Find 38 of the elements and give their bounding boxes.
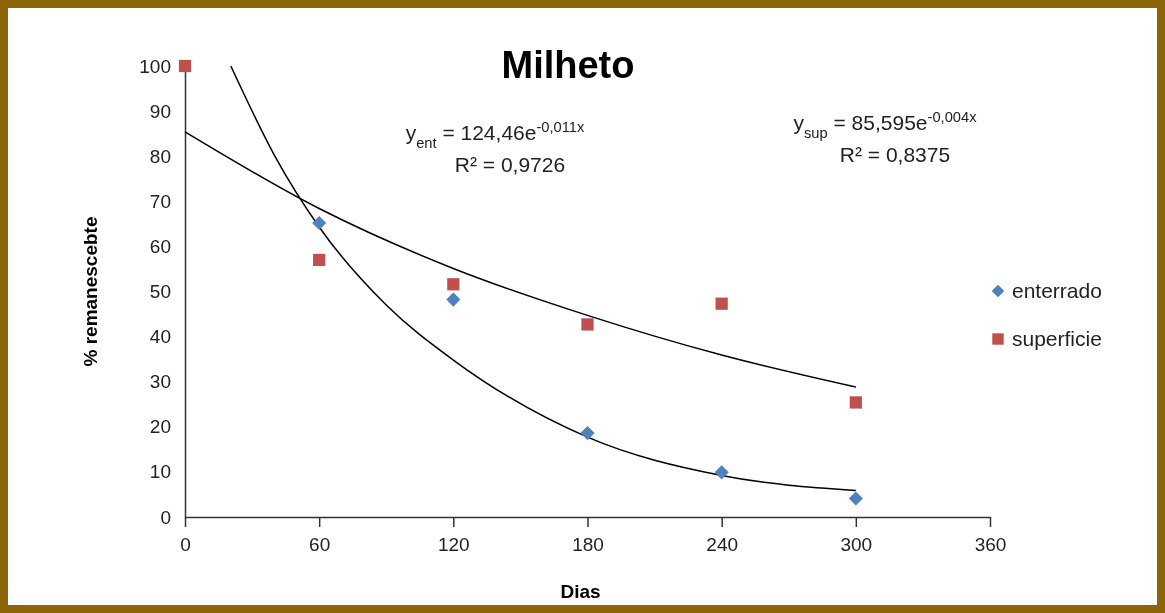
x-tick-label: 180 xyxy=(572,533,604,555)
y-tick-label: 30 xyxy=(149,371,171,393)
y-tick-label: 0 xyxy=(160,506,171,528)
x-tick-label: 300 xyxy=(840,533,873,555)
point xyxy=(178,59,192,73)
x-tick-label: 360 xyxy=(974,533,1007,555)
annotation: y$_{ent}$ = 124,46e$^{-0,011x}$ xyxy=(405,119,585,151)
y-tick-label: 10 xyxy=(149,461,171,483)
legend-label: superficie xyxy=(1012,327,1102,350)
y-tick-label: 60 xyxy=(149,235,171,257)
chart-title: Milheto xyxy=(501,44,635,86)
point xyxy=(446,292,461,307)
y-tick-label: 40 xyxy=(149,326,171,348)
point xyxy=(848,491,863,506)
x-axis-title: Dias xyxy=(560,581,601,602)
x-tick-label: 240 xyxy=(706,533,739,555)
x-tick-label: 120 xyxy=(437,533,470,555)
point xyxy=(312,215,327,231)
annotation: R² = 0,8375 xyxy=(839,143,951,166)
point xyxy=(714,465,729,480)
x-tick-label: 0 xyxy=(180,533,191,555)
point xyxy=(580,426,595,441)
y-tick-label: 70 xyxy=(149,190,171,212)
annotation: R² = 0,9726 xyxy=(454,153,566,176)
y-tick-label: 80 xyxy=(149,145,171,167)
y-tick-label: 100 xyxy=(139,55,171,77)
y-axis-title: % remanescebte xyxy=(80,216,101,367)
y-tick-label: 50 xyxy=(149,281,171,303)
point xyxy=(849,396,862,409)
annotation: y$_{sup}$ = 85,595e$^{-0,004x}$ xyxy=(793,109,978,141)
x-tick-label: 60 xyxy=(309,533,331,555)
point xyxy=(581,318,594,331)
y-tick-label: 90 xyxy=(149,100,171,122)
point xyxy=(447,278,460,291)
point xyxy=(715,297,728,310)
point xyxy=(313,253,326,267)
legend-label: enterrado xyxy=(1012,279,1102,302)
y-tick-label: 20 xyxy=(149,416,171,438)
